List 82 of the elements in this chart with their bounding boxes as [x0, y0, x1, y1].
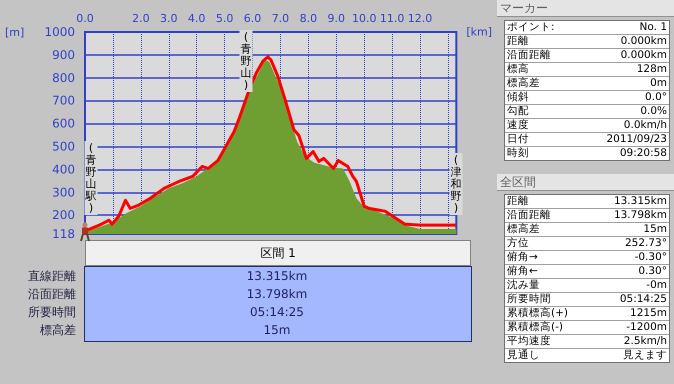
text: 13.315km	[614, 195, 667, 208]
text: 距離	[507, 195, 529, 208]
text: 13.315km	[246, 268, 308, 285]
x-tick-label: 6.0	[244, 12, 262, 25]
x-tick-label: 9.0	[328, 12, 346, 25]
text: 見通し	[507, 349, 540, 362]
text: 標高差	[40, 322, 76, 339]
y-tick-label: 600	[52, 116, 75, 131]
x-axis-title: [km]	[466, 26, 492, 38]
text: 所要時間	[28, 304, 76, 321]
text: 沿面距離	[507, 209, 551, 222]
y-tick-label: 400	[52, 162, 75, 176]
text: 標高	[507, 63, 529, 76]
text: 直線距離	[28, 268, 76, 285]
x-tick-label: 12.0	[408, 12, 432, 25]
text: 0.0%	[640, 105, 667, 118]
text: 距離	[507, 35, 529, 48]
x-tick-label: 10.0	[352, 12, 376, 25]
text: 1215m	[630, 307, 667, 320]
y-tick-label: 500	[52, 140, 75, 154]
text: -0m	[646, 279, 667, 292]
y-axis-title: [m]	[5, 26, 24, 39]
text: 勾配	[507, 105, 529, 118]
text: 所要時間	[507, 293, 551, 306]
text: 区間 1	[85, 240, 471, 266]
text: 標高差	[507, 223, 540, 236]
text: No. 1	[640, 21, 667, 34]
text: 日付	[507, 133, 529, 146]
text: 沿面距離	[507, 49, 551, 62]
text: 13.798km	[246, 286, 308, 303]
x-tick-label: 0.0	[76, 12, 94, 25]
text: 0.000km	[620, 35, 667, 48]
text: 俯角→	[507, 251, 538, 264]
text: 0.000km	[620, 49, 667, 62]
text: 全区間	[497, 174, 674, 191]
x-tick-label: 7.0	[272, 12, 290, 25]
x-tick-label: 11.0	[380, 12, 404, 25]
annotation: (津和野)	[450, 154, 462, 214]
text: 0.0km/h	[624, 119, 667, 132]
x-tick-label: 2.0	[132, 12, 150, 25]
y-tick-label: 1000	[44, 25, 75, 39]
text: 累積標高(+)	[507, 307, 568, 320]
text: 15m	[643, 223, 667, 236]
y-tick-label: 200	[52, 208, 75, 222]
text: 13.798km	[614, 209, 667, 222]
text: 15m	[262, 322, 292, 339]
text: マーカー	[497, 0, 674, 17]
text: 252.73°	[625, 237, 667, 250]
y-tick-label: 300	[52, 185, 75, 200]
y-tick-label: 700	[52, 94, 75, 108]
text: 時刻	[507, 147, 529, 160]
text: 見えます	[623, 349, 667, 362]
text: 128m	[636, 63, 667, 76]
annotation: (青野山)	[240, 30, 252, 92]
y-tick-label: 118	[52, 227, 75, 241]
text: 方位	[507, 237, 529, 250]
text: 09:20:58	[620, 147, 667, 160]
x-tick-label: 5.0	[216, 12, 234, 25]
text: 平均速度	[507, 335, 551, 348]
text: -0.30°	[634, 251, 667, 264]
text: 2011/09/23	[606, 133, 667, 146]
text: 0.30°	[638, 265, 667, 278]
text: 標高差	[507, 77, 540, 90]
text: 2.5km/h	[624, 335, 667, 348]
x-tick-label: 8.0	[300, 12, 318, 25]
y-tick-label: 800	[52, 70, 75, 85]
x-tick-label: 3.0	[160, 12, 178, 25]
text: -1200m	[626, 321, 667, 334]
text: ポイント:	[507, 21, 555, 34]
text: 0.0°	[645, 91, 667, 104]
y-tick-label: 900	[52, 48, 75, 62]
text: 05:14:25	[249, 304, 305, 321]
text: 速度	[507, 119, 529, 132]
text: 俯角←	[507, 265, 538, 278]
text: 沿面距離	[28, 286, 76, 303]
text: 沈み量	[507, 279, 540, 292]
text: 05:14:25	[620, 293, 667, 306]
text: 0m	[650, 77, 667, 90]
annotation: (青野山駅)	[84, 142, 96, 214]
text: 傾斜	[507, 91, 529, 104]
text: 累積標高(-)	[507, 321, 563, 334]
x-tick-label: 4.0	[188, 12, 206, 25]
